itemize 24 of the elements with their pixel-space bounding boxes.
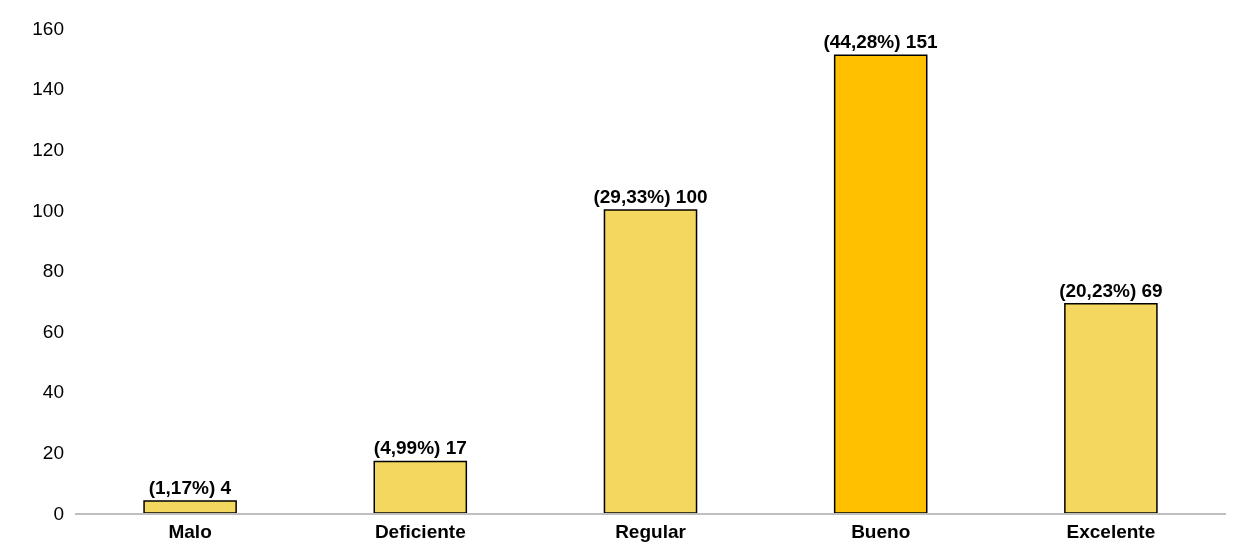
y-tick-label: 20 — [42, 442, 64, 464]
bar — [143, 500, 237, 513]
x-tick-label: Regular — [615, 520, 687, 542]
x-tick-label: Bueno — [851, 520, 911, 542]
y-tick-label: 160 — [32, 17, 64, 39]
y-tick-label: 0 — [53, 502, 64, 524]
bar — [603, 209, 698, 513]
data-label: (20,23%) 69 — [1059, 279, 1163, 301]
bar — [833, 54, 928, 513]
data-label: (29,33%) 100 — [593, 185, 708, 207]
y-tick-label: 140 — [32, 78, 64, 100]
bar — [1064, 303, 1158, 513]
data-label: (1,17%) 4 — [148, 476, 232, 498]
y-tick-label: 100 — [32, 199, 64, 221]
bar — [373, 460, 468, 513]
y-tick-label: 40 — [42, 381, 64, 403]
x-tick-label: Deficiente — [374, 520, 466, 542]
x-tick-label: Excelente — [1066, 520, 1156, 542]
data-label: (44,28%) 151 — [823, 31, 938, 53]
x-tick-label: Malo — [168, 520, 212, 542]
y-tick-label: 80 — [42, 260, 64, 282]
y-tick-label: 120 — [32, 138, 64, 160]
y-tick-label: 60 — [42, 320, 64, 342]
data-label: (4,99%) 17 — [373, 437, 467, 459]
